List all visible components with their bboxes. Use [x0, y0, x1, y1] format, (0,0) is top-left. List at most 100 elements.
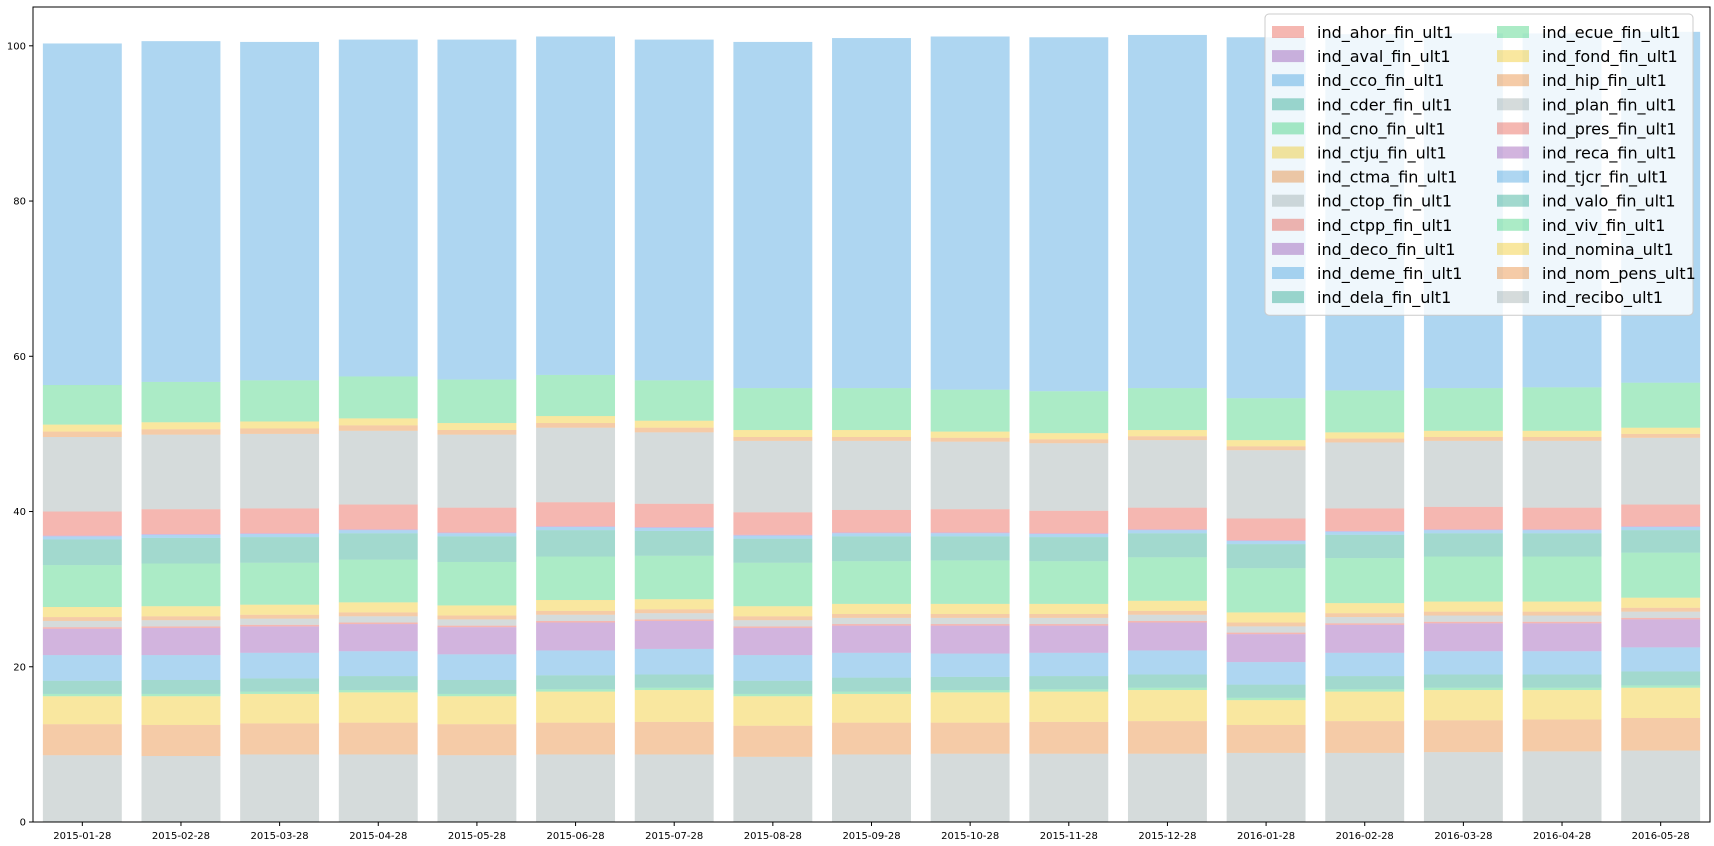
- legend-label: ind_ctpp_fin_ult1: [1317, 216, 1452, 236]
- bar-segment-ind_recibo_ult1: [930, 753, 1010, 822]
- bar-segment-ind_deme_fin_ult1: [240, 534, 320, 538]
- bar-segment-ind_deco_fin_ult1: [536, 526, 616, 528]
- legend-item-ind_ctpp_fin_ult1: ind_ctpp_fin_ult1: [1272, 216, 1452, 236]
- bar-segment-ind_ctop_fin_ult1: [1522, 440, 1602, 508]
- bar-segment-ind_deco_fin_ult1: [42, 535, 122, 537]
- bar-segment-ind_cno_fin_ult1: [1325, 390, 1405, 433]
- legend-swatch: [1272, 170, 1304, 183]
- legend-item-ind_ctma_fin_ult1: ind_ctma_fin_ult1: [1272, 168, 1457, 188]
- bar-segment-ind_deco_fin_ult1: [141, 534, 221, 535]
- bar-segment-ind_plan_fin_ult1: [733, 620, 813, 627]
- bar-segment-ind_hip_fin_ult1: [1423, 611, 1503, 616]
- legend-item-ind_cno_fin_ult1: ind_cno_fin_ult1: [1272, 119, 1446, 139]
- bar-segment-ind_reca_fin_ult1: [1522, 623, 1602, 652]
- bar-segment-ind_hip_fin_ult1: [141, 616, 221, 621]
- bar-segment-ind_nomina_ult1: [437, 696, 517, 725]
- bar-segment-ind_deco_fin_ult1: [338, 529, 418, 531]
- bar-segment-ind_ctju_fin_ult1: [1621, 427, 1701, 434]
- bar-segment-ind_deco_fin_ult1: [733, 534, 813, 536]
- bar-segment-ind_pres_fin_ult1: [1621, 617, 1701, 620]
- bar-stack-2015-07-28: [634, 39, 714, 822]
- bar-segment-ind_tjcr_fin_ult1: [1127, 650, 1207, 675]
- bar-segment-ind_dela_fin_ult1: [1127, 533, 1207, 558]
- bar-segment-ind_nom_pens_ult1: [1522, 719, 1602, 752]
- bar-segment-ind_ctma_fin_ult1: [930, 437, 1010, 442]
- bar-segment-ind_reca_fin_ult1: [141, 627, 221, 656]
- bar-segment-ind_ctpp_fin_ult1: [1029, 510, 1109, 534]
- bar-segment-ind_reca_fin_ult1: [1621, 619, 1701, 648]
- bar-segment-ind_ctma_fin_ult1: [338, 425, 418, 431]
- bar-segment-ind_ctma_fin_ult1: [141, 429, 221, 435]
- legend-item-ind_deco_fin_ult1: ind_deco_fin_ult1: [1272, 240, 1456, 260]
- x-tick-label: 2015-05-28: [448, 831, 506, 842]
- bar-segment-ind_reca_fin_ult1: [733, 627, 813, 656]
- bar-segment-ind_viv_fin_ult1: [1423, 687, 1503, 691]
- bar-segment-ind_recibo_ult1: [141, 756, 221, 822]
- bar-segment-ind_viv_fin_ult1: [1325, 689, 1405, 692]
- bar-segment-ind_plan_fin_ult1: [634, 613, 714, 620]
- bar-segment-ind_pres_fin_ult1: [141, 626, 221, 628]
- x-tick-label: 2015-03-28: [251, 831, 309, 842]
- legend-label: ind_dela_fin_ult1: [1317, 288, 1451, 308]
- bar-segment-ind_tjcr_fin_ult1: [338, 651, 418, 677]
- bar-segment-ind_pres_fin_ult1: [338, 622, 418, 625]
- legend-label: ind_pres_fin_ult1: [1542, 119, 1677, 139]
- bar-segment-ind_ctop_fin_ult1: [1029, 443, 1109, 511]
- bar-segment-ind_valo_fin_ult1: [1127, 674, 1207, 688]
- bar-segment-ind_hip_fin_ult1: [536, 610, 616, 615]
- bar-segment-ind_ecue_fin_ult1: [1029, 561, 1109, 604]
- bar-segment-ind_ctop_fin_ult1: [930, 441, 1010, 510]
- bar-segment-ind_pres_fin_ult1: [1423, 621, 1503, 624]
- bar-segment-ind_dela_fin_ult1: [832, 536, 911, 562]
- bar-segment-ind_plan_fin_ult1: [1127, 614, 1207, 621]
- bar-segment-ind_pres_fin_ult1: [1325, 623, 1405, 625]
- bar-segment-ind_deco_fin_ult1: [832, 532, 911, 534]
- legend-swatch: [1497, 122, 1529, 135]
- legend-label: ind_ctma_fin_ult1: [1317, 168, 1457, 188]
- bar-segment-ind_ctma_fin_ult1: [634, 427, 714, 433]
- bar-segment-ind_pres_fin_ult1: [634, 619, 714, 621]
- x-tick-label: 2016-05-28: [1632, 831, 1690, 842]
- bar-segment-ind_ctop_fin_ult1: [733, 440, 813, 513]
- legend-swatch: [1272, 218, 1304, 231]
- legend-item-ind_ahor_fin_ult1: ind_ahor_fin_ult1: [1272, 23, 1453, 43]
- bar-segment-ind_viv_fin_ult1: [338, 690, 418, 693]
- bar-segment-ind_nomina_ult1: [733, 696, 813, 726]
- bar-segment-ind_tjcr_fin_ult1: [42, 655, 122, 681]
- bar-segment-ind_cno_fin_ult1: [1522, 387, 1602, 431]
- legend-item-ind_deme_fin_ult1: ind_deme_fin_ult1: [1272, 264, 1462, 284]
- bar-segment-ind_pres_fin_ult1: [240, 624, 320, 627]
- bar-segment-ind_plan_fin_ult1: [1621, 611, 1701, 618]
- bar-segment-ind_plan_fin_ult1: [536, 614, 616, 621]
- bar-segment-ind_ctju_fin_ult1: [1029, 433, 1109, 440]
- bar-segment-ind_dela_fin_ult1: [1522, 533, 1602, 557]
- bar-segment-ind_reca_fin_ult1: [1226, 634, 1306, 663]
- bar-segment-ind_tjcr_fin_ult1: [1522, 651, 1602, 675]
- bar-segment-ind_ctop_fin_ult1: [832, 440, 911, 510]
- bar-segment-ind_nom_pens_ult1: [1621, 717, 1701, 751]
- bar-segment-ind_pres_fin_ult1: [1127, 620, 1207, 623]
- bar-segment-ind_ctop_fin_ult1: [1621, 437, 1701, 505]
- bar-segment-ind_nomina_ult1: [1522, 690, 1602, 720]
- bar-segment-ind_ctju_fin_ult1: [437, 423, 517, 431]
- bar-segment-ind_deme_fin_ult1: [42, 536, 122, 540]
- legend-swatch: [1497, 146, 1529, 159]
- x-tick-label: 2015-01-28: [53, 831, 111, 842]
- bar-segment-ind_ctpp_fin_ult1: [832, 509, 911, 533]
- bar-segment-ind_ctop_fin_ult1: [1226, 450, 1306, 519]
- bar-segment-ind_deme_fin_ult1: [1423, 530, 1503, 534]
- legend: ind_ahor_fin_ult1 ind_aval_fin_ult1 ind_cc…: [1264, 13, 1696, 316]
- bar-segment-ind_deme_fin_ult1: [1522, 530, 1602, 534]
- legend-swatch: [1497, 218, 1529, 231]
- bar-segment-ind_viv_fin_ult1: [832, 691, 911, 694]
- bar-segment-ind_ctpp_fin_ult1: [930, 509, 1010, 533]
- bar-segment-ind_cno_fin_ult1: [832, 388, 911, 431]
- bar-segment-ind_valo_fin_ult1: [634, 674, 714, 688]
- bar-segment-ind_fond_fin_ult1: [536, 600, 616, 611]
- bar-segment-ind_tjcr_fin_ult1: [1325, 652, 1405, 677]
- bar-segment-ind_cno_fin_ult1: [42, 385, 122, 425]
- bar-segment-ind_deco_fin_ult1: [1621, 526, 1701, 528]
- bar-segment-ind_ctju_fin_ult1: [1226, 440, 1306, 447]
- bar-segment-ind_deme_fin_ult1: [634, 527, 714, 531]
- bar-segment-ind_ctpp_fin_ult1: [1325, 508, 1405, 531]
